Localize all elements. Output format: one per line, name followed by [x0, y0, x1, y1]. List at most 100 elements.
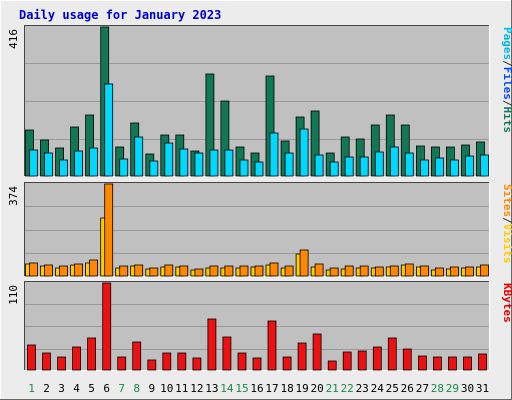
x-tick-label-5: 5	[88, 382, 95, 395]
bar-sites-day-11: Sites 11: 40	[179, 265, 189, 277]
bar-kbytes-day-10: KBytes 10: 22	[162, 352, 172, 371]
bar-pages-day-3: Pages 3: 45	[59, 159, 68, 177]
bar-pages-day-23: Pages 23: 54	[359, 156, 369, 177]
x-tick-label-16: 16	[250, 382, 263, 395]
bar-kbytes-day-11: KBytes 11: 22	[177, 352, 187, 371]
x-tick-label-14: 14	[220, 382, 234, 395]
bar-sites-day-9: Sites 9: 31	[149, 267, 159, 277]
bar-sites-day-10: Sites 10: 44	[164, 264, 174, 277]
bar-sites-day-7: Sites 7: 40	[119, 265, 129, 277]
x-tick-label-30: 30	[461, 382, 474, 395]
bar-kbytes-day-3: KBytes 3: 16	[57, 356, 66, 371]
bar-kbytes-day-9: KBytes 9: 13	[147, 359, 157, 371]
legend-label-hits: Hits	[501, 107, 512, 134]
bar-kbytes-day-4: KBytes 4: 29	[72, 346, 81, 371]
bar-sites-day-27: Sites 27: 40	[419, 265, 429, 277]
bar-pages-day-21: Pages 21: 39	[329, 161, 339, 177]
bar-pages-day-9: Pages 9: 42	[149, 160, 159, 177]
bar-pages-day-15: Pages 15: 46	[239, 159, 249, 177]
bar-kbytes-day-28: KBytes 28: 16	[432, 356, 442, 371]
legend-label-sites: Sites	[501, 184, 512, 217]
x-tick-label-12: 12	[190, 382, 203, 395]
x-tick-label-3: 3	[58, 382, 65, 395]
x-tick-label-9: 9	[148, 382, 155, 395]
bar-sites-day-5: Sites 5: 65	[89, 259, 98, 277]
bar-pages-day-8: Pages 8: 109	[134, 136, 144, 177]
x-tick-label-1: 1	[28, 382, 35, 395]
x-tick-label-6: 6	[103, 382, 110, 395]
bar-kbytes-day-21: KBytes 21: 12	[327, 360, 337, 371]
legend-label-sep: /	[501, 60, 512, 67]
bar-sites-day-17: Sites 17: 54	[269, 262, 279, 277]
bar-kbytes-day-8: KBytes 8: 36	[132, 341, 142, 371]
bar-pages-day-24: Pages 24: 67	[374, 151, 384, 177]
panel-bot: 110 KBytes KBytes 1: 31 KBytes 2: 22 KBytes …	[7, 281, 512, 371]
bar-pages-day-4: Pages 4: 70	[74, 150, 83, 177]
x-tick-label-29: 29	[446, 382, 459, 395]
bar-kbytes-day-15: KBytes 15: 21	[237, 352, 247, 371]
bar-pages-day-11: Pages 11: 74	[179, 148, 189, 177]
bar-sites-day-3: Sites 3: 41	[59, 265, 68, 277]
panel-bot-ymax-label: 110	[7, 285, 20, 305]
bar-pages-day-19: Pages 19: 131	[299, 128, 309, 177]
bar-pages-day-26: Pages 26: 63	[404, 152, 414, 177]
bar-sites-day-28: Sites 28: 33	[434, 267, 444, 277]
panel-top-ymax-label: 416	[7, 29, 20, 49]
bar-sites-day-14: Sites 14: 42	[224, 265, 234, 277]
bar-pages-day-28: Pages 28: 51	[434, 157, 444, 177]
bar-kbytes-day-31: KBytes 31: 20	[478, 353, 487, 371]
bar-kbytes-day-2: KBytes 2: 22	[42, 352, 51, 371]
bar-sites-day-18: Sites 18: 39	[284, 265, 294, 277]
bar-kbytes-day-24: KBytes 24: 29	[372, 346, 382, 371]
bar-sites-day-1: Sites 1: 52	[29, 262, 38, 277]
bar-sites-day-15: Sites 15: 40	[239, 265, 249, 277]
bar-pages-day-7: Pages 7: 48	[119, 158, 129, 177]
legend-label-pages: Pages	[501, 27, 512, 60]
panel-top-legend: Pages/Files/Hits	[501, 27, 512, 133]
bar-pages-day-12: Pages 12: 63	[194, 152, 204, 177]
bar-kbytes-day-17: KBytes 17: 62	[267, 320, 277, 371]
bar-kbytes-day-23: KBytes 23: 24	[357, 350, 367, 371]
bar-kbytes-day-12: KBytes 12: 15	[192, 357, 202, 371]
bar-sites-day-8: Sites 8: 44	[134, 264, 144, 277]
bar-sites-day-31: Sites 31: 45	[480, 264, 489, 277]
bar-sites-day-25: Sites 25: 42	[389, 265, 399, 277]
bar-sites-day-13: Sites 13: 41	[209, 265, 219, 277]
bar-kbytes-day-25: KBytes 25: 41	[387, 337, 397, 371]
bar-pages-day-22: Pages 22: 54	[344, 156, 354, 177]
panel-bot-legend: KBytes	[501, 283, 512, 323]
x-tick-label-15: 15	[235, 382, 248, 395]
bar-pages-day-13: Pages 13: 73	[209, 149, 219, 177]
bar-kbytes-day-6: KBytes 6: 110	[102, 282, 112, 371]
x-tick-label-27: 27	[416, 382, 429, 395]
x-tick-label-24: 24	[371, 382, 385, 395]
x-tick-label-7: 7	[118, 382, 125, 395]
chart-title: Daily usage for January 2023	[19, 8, 221, 22]
bar-kbytes-day-27: KBytes 27: 18	[417, 355, 427, 371]
x-tick-label-4: 4	[73, 382, 80, 395]
bar-pages-day-27: Pages 27: 45	[419, 159, 429, 177]
bar-pages-day-18: Pages 18: 64	[284, 152, 294, 177]
bar-sites-day-20: Sites 20: 47	[314, 263, 324, 277]
bar-sites-day-6: Sites 6: 374	[104, 183, 114, 277]
x-tick-label-26: 26	[401, 382, 414, 395]
x-tick-label-28: 28	[431, 382, 444, 395]
x-tick-label-22: 22	[341, 382, 354, 395]
legend-label-files: Files	[501, 67, 512, 100]
legend-label-visits: Visits	[501, 224, 512, 264]
bar-sites-day-24: Sites 24: 38	[374, 266, 384, 277]
bar-pages-day-20: Pages 20: 60	[314, 154, 324, 177]
bar-pages-day-31: Pages 31: 60	[480, 154, 489, 177]
bar-pages-day-10: Pages 10: 92	[164, 142, 174, 177]
x-tick-label-20: 20	[310, 382, 323, 395]
bar-kbytes-day-20: KBytes 20: 45	[312, 333, 322, 371]
bar-pages-day-1: Pages 1: 73	[29, 149, 38, 177]
bar-kbytes-day-29: KBytes 29: 17	[447, 356, 457, 371]
bar-kbytes-day-19: KBytes 19: 34	[297, 342, 307, 371]
bar-pages-day-30: Pages 30: 57	[465, 155, 474, 177]
panel-mid-ymax-label: 374	[7, 186, 20, 206]
bar-kbytes-day-5: KBytes 5: 40	[87, 337, 96, 371]
x-tick-label-11: 11	[175, 382, 188, 395]
bar-pages-day-14: Pages 14: 73	[224, 149, 234, 177]
